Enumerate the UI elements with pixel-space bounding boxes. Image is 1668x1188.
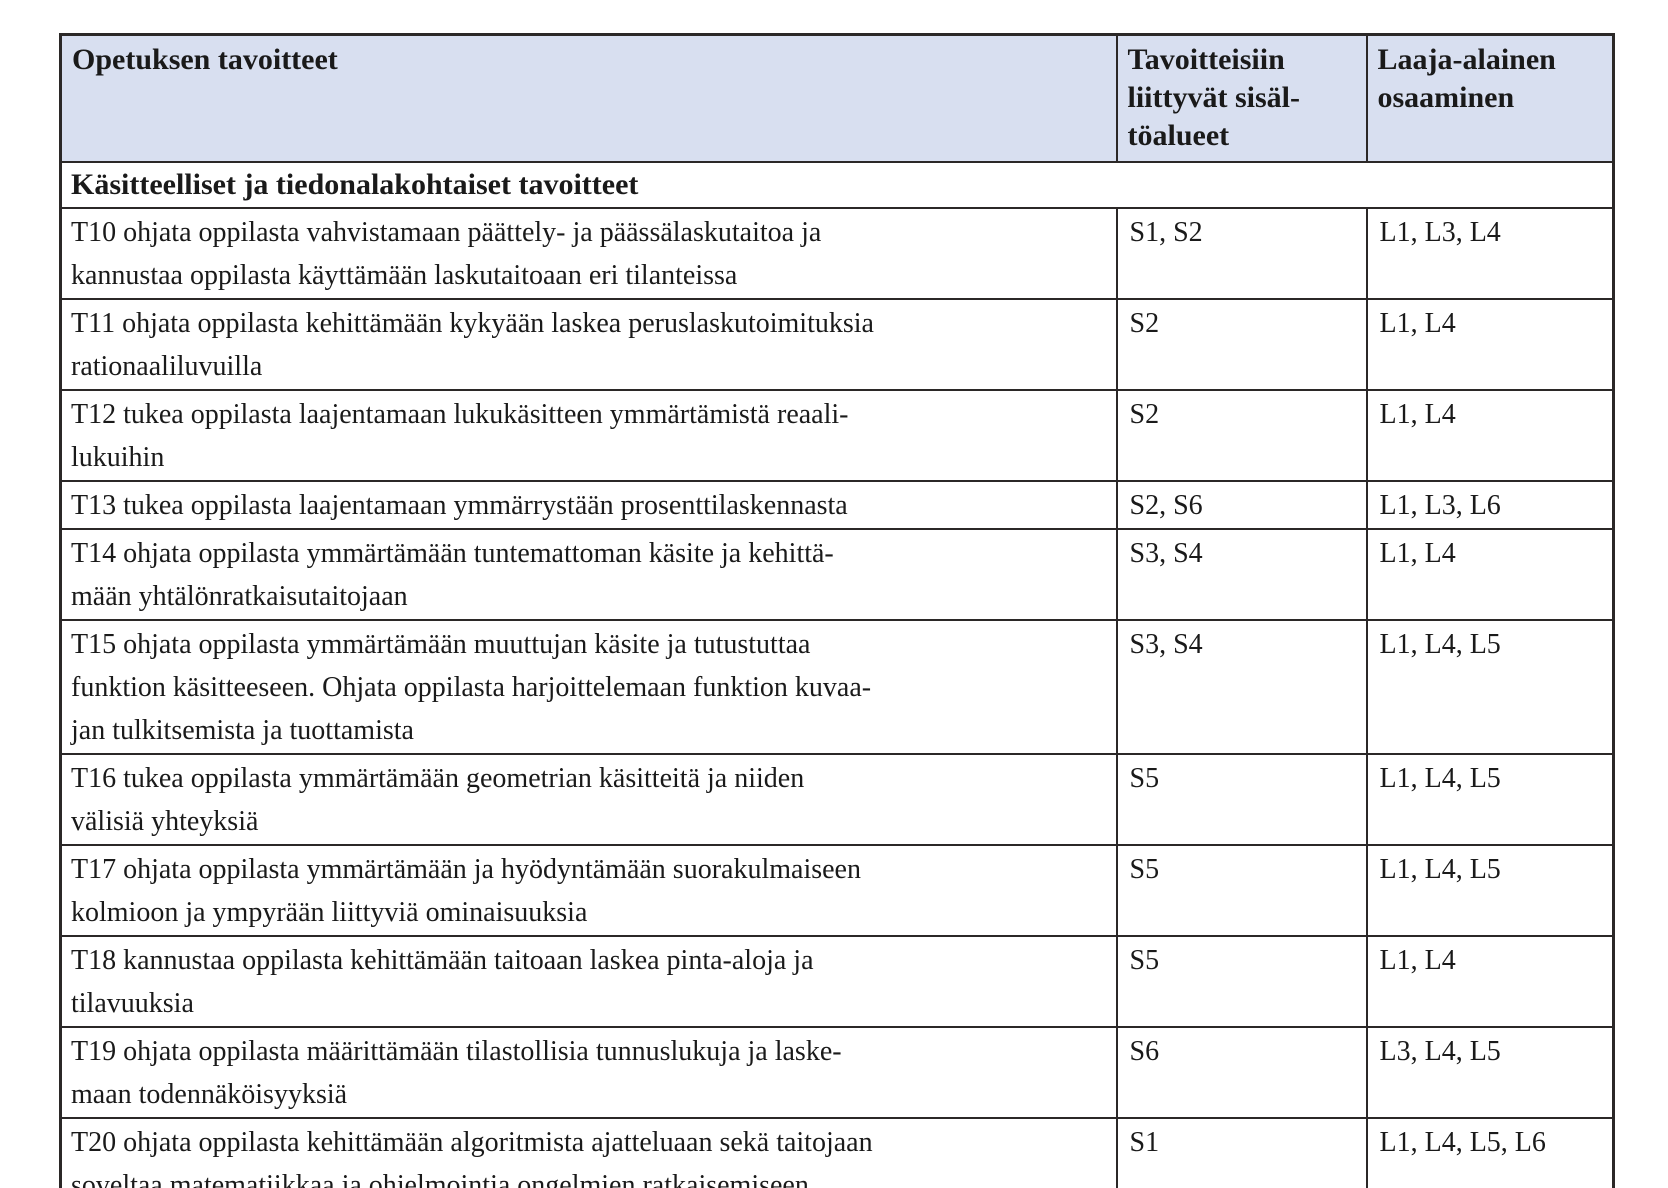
competences-value: L1, L3, L4 xyxy=(1365,207,1615,300)
objective-text: T13 tukea oppilasta laajentamaan ymmärry… xyxy=(59,480,1118,530)
competences-value: L1, L4, L5 xyxy=(1365,619,1615,755)
content-areas-value: S5 xyxy=(1115,935,1368,1028)
objective-text: T12 tukea oppilasta laajentamaan lukukäs… xyxy=(59,389,1118,482)
header-row: Opetuksen tavoitteet Tavoitteisiin liitt… xyxy=(59,33,1615,163)
competences-value: L1, L4, L5, L6 xyxy=(1365,1117,1615,1188)
content-areas-value: S3, S4 xyxy=(1115,528,1368,621)
objective-text: T20 ohjata oppilasta kehittämään algorit… xyxy=(59,1117,1118,1188)
table-row: T17 ohjata oppilasta ymmärtämään ja hyöd… xyxy=(59,844,1615,937)
objectives-table: Opetuksen tavoitteet Tavoitteisiin liitt… xyxy=(59,33,1615,1188)
objective-text: T10 ohjata oppilasta vahvistamaan päätte… xyxy=(59,207,1118,300)
objective-text: T16 tukea oppilasta ymmärtämään geometri… xyxy=(59,753,1118,846)
table-row: T14 ohjata oppilasta ymmärtämään tuntema… xyxy=(59,528,1615,621)
table-row: T16 tukea oppilasta ymmärtämään geometri… xyxy=(59,753,1615,846)
competences-value: L1, L4, L5 xyxy=(1365,753,1615,846)
content-areas-value: S2, S6 xyxy=(1115,480,1368,530)
objective-text: T11 ohjata oppilasta kehittämään kykyään… xyxy=(59,298,1118,391)
table-body: Käsitteelliset ja tiedonalakohtaiset tav… xyxy=(59,161,1615,1188)
table-row: T10 ohjata oppilasta vahvistamaan päätte… xyxy=(59,207,1615,300)
content-areas-value: S6 xyxy=(1115,1026,1368,1119)
content-areas-value: S2 xyxy=(1115,389,1368,482)
competences-value: L1, L4 xyxy=(1365,298,1615,391)
objective-text: T14 ohjata oppilasta ymmärtämään tuntema… xyxy=(59,528,1118,621)
table-row: T20 ohjata oppilasta kehittämään algorit… xyxy=(59,1117,1615,1188)
competences-value: L1, L4, L5 xyxy=(1365,844,1615,937)
table-row: T19 ohjata oppilasta määrittämään tilast… xyxy=(59,1026,1615,1119)
header-content-areas: Tavoitteisiin liittyvät sisäl- töalueet xyxy=(1115,33,1368,163)
objective-text: T19 ohjata oppilasta määrittämään tilast… xyxy=(59,1026,1118,1119)
objective-text: T18 kannustaa oppilasta kehittämään tait… xyxy=(59,935,1118,1028)
table-row: T15 ohjata oppilasta ymmärtämään muuttuj… xyxy=(59,619,1615,755)
header-objectives: Opetuksen tavoitteet xyxy=(59,33,1118,163)
section-header-row: Käsitteelliset ja tiedonalakohtaiset tav… xyxy=(59,161,1615,209)
table-row: T12 tukea oppilasta laajentamaan lukukäs… xyxy=(59,389,1615,482)
header-broad-competence: Laaja-alainen osaaminen xyxy=(1365,33,1615,163)
objective-text: T15 ohjata oppilasta ymmärtämään muuttuj… xyxy=(59,619,1118,755)
competences-value: L1, L4 xyxy=(1365,389,1615,482)
content-areas-value: S1 xyxy=(1115,1117,1368,1188)
content-areas-value: S5 xyxy=(1115,844,1368,937)
content-areas-value: S3, S4 xyxy=(1115,619,1368,755)
competences-value: L3, L4, L5 xyxy=(1365,1026,1615,1119)
content-areas-value: S5 xyxy=(1115,753,1368,846)
table-row: T13 tukea oppilasta laajentamaan ymmärry… xyxy=(59,480,1615,530)
table-row: T11 ohjata oppilasta kehittämään kykyään… xyxy=(59,298,1615,391)
competences-value: L1, L4 xyxy=(1365,528,1615,621)
content-areas-value: S1, S2 xyxy=(1115,207,1368,300)
table-header: Opetuksen tavoitteet Tavoitteisiin liitt… xyxy=(59,33,1615,163)
competences-value: L1, L4 xyxy=(1365,935,1615,1028)
section-header-label: Käsitteelliset ja tiedonalakohtaiset tav… xyxy=(59,161,1615,209)
objective-text: T17 ohjata oppilasta ymmärtämään ja hyöd… xyxy=(59,844,1118,937)
competences-value: L1, L3, L6 xyxy=(1365,480,1615,530)
content-areas-value: S2 xyxy=(1115,298,1368,391)
table-row: T18 kannustaa oppilasta kehittämään tait… xyxy=(59,935,1615,1028)
